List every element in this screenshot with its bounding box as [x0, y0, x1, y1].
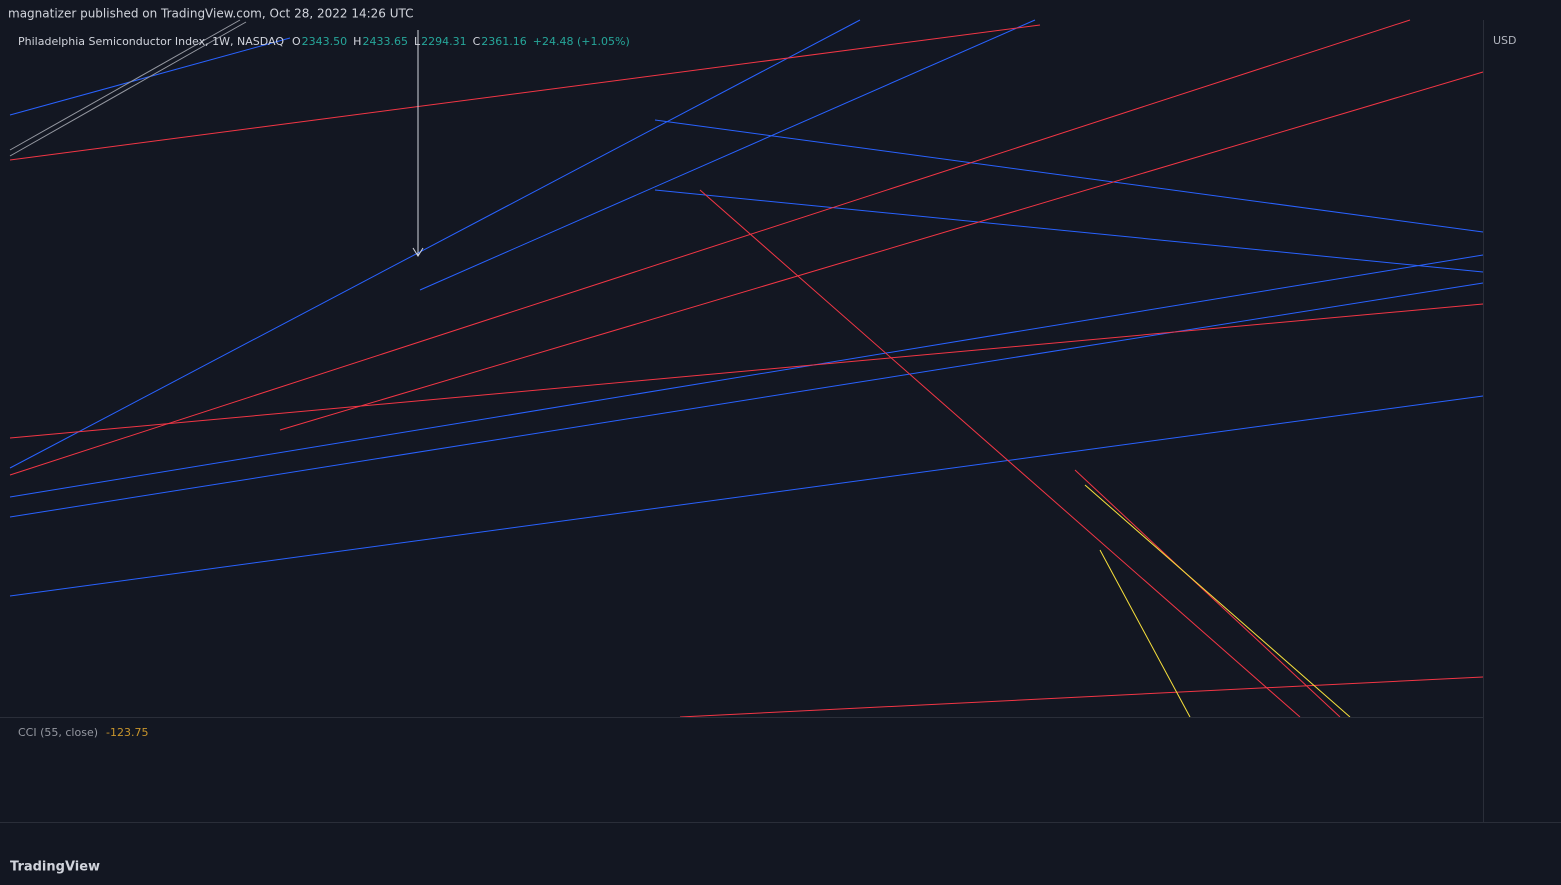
trendline [679, 676, 1484, 718]
legend-title: Philadelphia Semiconductor Index, 1W, NA… [18, 35, 284, 48]
trendline [1099, 549, 1191, 718]
trendline [9, 254, 1484, 498]
trendline [9, 24, 1041, 161]
trendline [654, 189, 1484, 273]
legend-key: O [292, 35, 301, 48]
legend-value: 2361.16 [481, 35, 527, 48]
legend-key: H [353, 35, 361, 48]
trendline [1084, 484, 1351, 718]
legend-key: L [414, 35, 421, 48]
trendline [9, 19, 241, 151]
currency: USD [1493, 34, 1517, 47]
trendline [279, 71, 1484, 431]
trendline [419, 19, 1036, 291]
legend-value: 2343.50 [302, 35, 348, 48]
footer-brand: TradingView [10, 860, 100, 875]
legend-value: 2294.31 [421, 35, 467, 48]
trendline [699, 189, 1301, 718]
trendline [9, 21, 247, 157]
trendline [654, 119, 1484, 233]
trendline [9, 19, 861, 469]
trendline [9, 282, 1484, 518]
trendline [9, 395, 1484, 597]
trendline [9, 19, 1411, 476]
legend-key: C [473, 35, 481, 48]
published-note: magnatizer published on TradingView.com,… [8, 7, 414, 21]
legend-value: 2433.65 [362, 35, 408, 48]
trendline [9, 303, 1484, 439]
drawings [9, 19, 1484, 718]
indicator-value: -123.75 [106, 726, 148, 739]
indicator-name: CCI (55, close) [18, 726, 98, 739]
legend-change: +24.48 (+1.05%) [533, 35, 630, 48]
trendline [1074, 469, 1341, 718]
arrow-head [412, 247, 424, 257]
